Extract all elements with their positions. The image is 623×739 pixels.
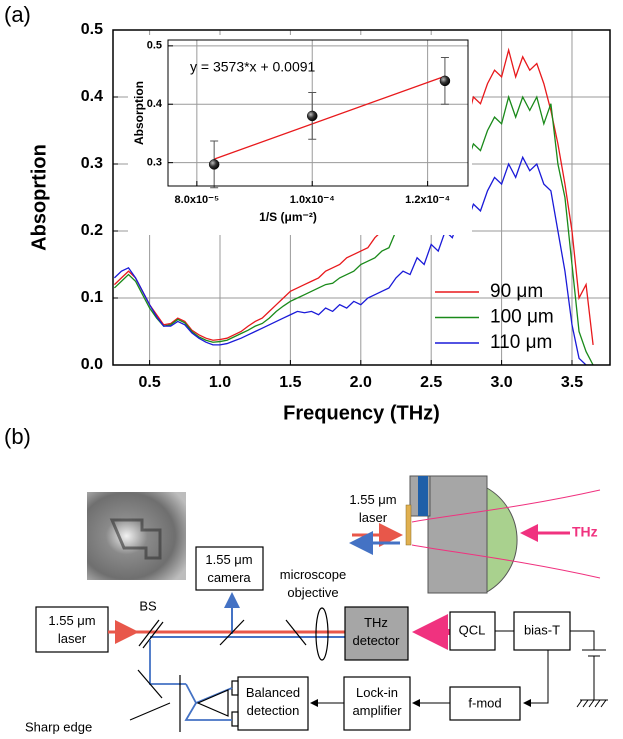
label-line: 1.55 μm xyxy=(349,492,396,507)
y-axis-title: Absorption xyxy=(132,81,146,145)
y-tick-label: 0.3 xyxy=(147,157,162,169)
device-strip xyxy=(405,504,412,546)
label-line: detection xyxy=(247,703,300,718)
device-block xyxy=(427,475,488,594)
label-line: objective xyxy=(287,585,338,600)
objective-lens xyxy=(315,607,329,661)
microscope-photo xyxy=(87,492,186,580)
lockin-label: Lock-in amplifier xyxy=(352,685,402,718)
x-axis-title: 1/S (μm⁻²) xyxy=(259,210,317,224)
plot-frame xyxy=(112,29,611,366)
x-tick-label: 1.2x10⁻⁴ xyxy=(405,194,450,206)
wire xyxy=(523,650,549,707)
panel-label: (b) xyxy=(4,424,31,449)
setup-diagram: THz 1.55 μm laser 1.55 μm laser BS 1.55 μm… xyxy=(25,475,608,734)
data-line xyxy=(113,47,594,345)
legend-label: 90 μm xyxy=(490,281,543,302)
bias-t-label: bias-T xyxy=(524,622,560,637)
label-line: THz xyxy=(364,615,388,630)
y-tick-label: 0.5 xyxy=(81,21,103,38)
detector-box xyxy=(344,606,409,661)
label-line: camera xyxy=(207,570,251,585)
thz-label: THz xyxy=(572,524,598,540)
laser-label: 1.55 μm laser xyxy=(48,613,95,646)
label-line: laser xyxy=(359,510,388,525)
photodiode xyxy=(231,680,239,696)
y-tick-label: 0.3 xyxy=(81,155,103,172)
beam-splitter xyxy=(138,619,160,647)
label-line: Balanced xyxy=(246,685,300,700)
label-line: 1.55 μm xyxy=(48,613,95,628)
y-tick-label: 0.1 xyxy=(81,289,103,306)
label-line: amplifier xyxy=(352,703,402,718)
panel-label: (a) xyxy=(4,2,31,27)
y-axis-title: Absoprtion xyxy=(28,144,50,251)
camera-label: 1.55 μm camera xyxy=(205,552,252,585)
pellicle xyxy=(219,619,245,646)
legend-label: 100 μm xyxy=(490,307,554,328)
prism xyxy=(196,689,229,717)
y-tick-label: 0.4 xyxy=(81,88,103,105)
data-line xyxy=(113,155,594,365)
y-tick-label: 0.0 xyxy=(81,356,103,373)
charts: 0.5 1.0 1.5 2.0 2.5 3.0 3.5 0.0 0.1 0.2 0.3 0.4 0.5 F… xyxy=(28,21,611,424)
qcl-label: QCL xyxy=(459,622,486,637)
x-tick-label: 3.0 xyxy=(490,374,512,391)
x-tick-label: 8.0x10⁻⁵ xyxy=(175,194,220,206)
balanced-label: Balanced detection xyxy=(246,685,300,718)
photo-detail xyxy=(109,518,162,560)
qcl-box xyxy=(449,611,496,651)
label-line: laser xyxy=(58,631,87,646)
mirror xyxy=(137,669,163,699)
label-line: Lock-in xyxy=(356,685,398,700)
x-axis-title: Frequency (THz) xyxy=(283,402,440,424)
objective-label: microscope objective xyxy=(280,567,346,600)
inset-laser-label: 1.55 μm laser xyxy=(349,492,396,525)
laser-box xyxy=(35,606,109,653)
inset-frame xyxy=(167,39,469,187)
x-tick-label: 1.5 xyxy=(279,374,301,391)
x-tick-label: 2.5 xyxy=(420,374,442,391)
data-line xyxy=(113,94,594,365)
fmod-label: f-mod xyxy=(468,695,501,710)
beam-splitter xyxy=(142,621,164,649)
device-layer xyxy=(418,476,428,516)
detector-label: THz detector xyxy=(353,615,401,648)
x-tick-label: 3.5 xyxy=(561,374,583,391)
thz-ray xyxy=(411,544,601,579)
label-line: microscope xyxy=(280,567,346,582)
y-tick-label: 0.2 xyxy=(81,222,103,239)
silicon-lens xyxy=(486,487,518,593)
x-tick-label: 1.0 xyxy=(209,374,231,391)
pointer xyxy=(129,702,171,721)
photodiode xyxy=(231,711,239,727)
label-line: 1.55 μm xyxy=(205,552,252,567)
legend-label: 110 μm xyxy=(490,332,552,353)
label-line: detector xyxy=(353,633,401,648)
bs-label: BS xyxy=(139,598,157,613)
data-point xyxy=(306,110,318,122)
y-tick-label: 0.4 xyxy=(147,98,163,110)
balanced-box xyxy=(237,676,309,731)
lockin-box xyxy=(343,676,411,731)
data-point xyxy=(439,75,451,87)
thz-ray xyxy=(411,489,601,523)
x-tick-label: 2.0 xyxy=(350,374,372,391)
y-tick-label: 0.5 xyxy=(147,40,162,52)
x-tick-label: 0.5 xyxy=(138,374,160,391)
battery-ground xyxy=(570,630,608,708)
mirror xyxy=(285,619,307,646)
fit-line xyxy=(213,75,446,160)
x-tick-label: 1.0x10⁻⁴ xyxy=(290,194,335,206)
camera-box xyxy=(195,546,264,591)
data-point xyxy=(208,159,220,170)
sharp-edge-label: Sharp edge xyxy=(25,719,92,734)
annotation: y = 3573*x + 0.0091 xyxy=(190,59,316,75)
